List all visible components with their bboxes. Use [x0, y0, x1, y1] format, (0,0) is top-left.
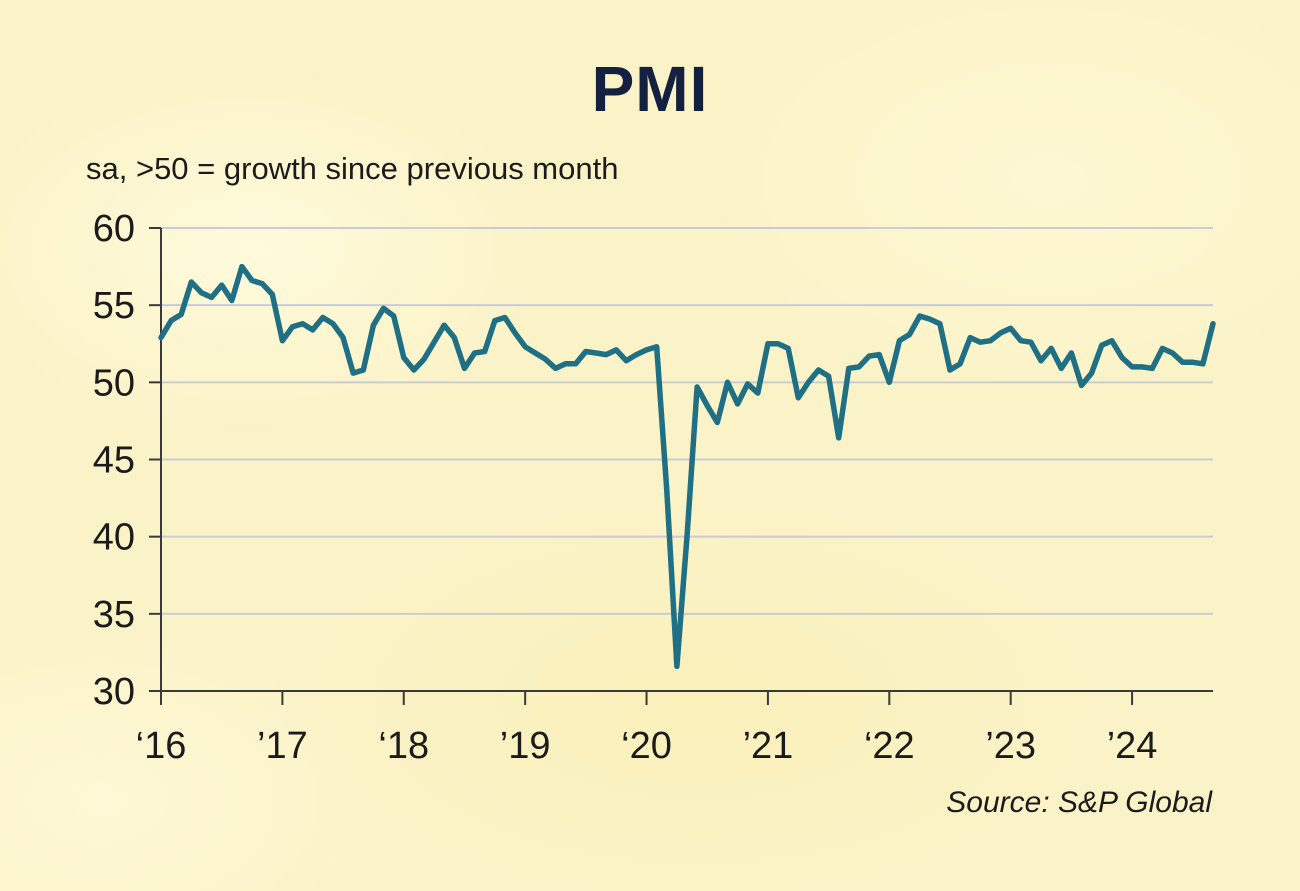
series-group — [158, 263, 1216, 670]
x-tick-label-6: ‘22 — [864, 725, 915, 767]
y-tick-label-35: 35 — [93, 594, 135, 636]
y-tick-label-40: 40 — [93, 517, 135, 559]
x-tick-label-8: ’24 — [1107, 725, 1158, 767]
chart-subtitle: sa, >50 = growth since previous month — [86, 151, 619, 186]
x-tick-label-5: ’21 — [743, 725, 794, 767]
pmi-series-line — [158, 263, 1216, 670]
y-axis-ticks: 30 35 40 45 50 55 60 — [93, 208, 161, 713]
y-tick-label-55: 55 — [93, 285, 135, 327]
y-tick-label-60: 60 — [93, 208, 135, 250]
gridlines — [161, 227, 1213, 615]
y-tick-label-30: 30 — [93, 671, 135, 713]
x-tick-label-2: ‘18 — [378, 725, 429, 767]
x-tick-label-0: ‘16 — [136, 725, 187, 767]
y-tick-label-45: 45 — [93, 440, 135, 482]
chart-title: PMI — [591, 53, 709, 125]
x-axis-ticks: ‘16 ’17 ‘18 ’19 ‘20 ’21 ‘22 ’23 ’24 — [136, 691, 1158, 767]
x-tick-label-1: ’17 — [257, 725, 308, 767]
x-tick-label-4: ‘20 — [621, 725, 672, 767]
x-tick-label-7: ’23 — [985, 725, 1036, 767]
y-tick-label-50: 50 — [93, 362, 135, 404]
x-tick-label-3: ’19 — [500, 725, 551, 767]
axes — [160, 228, 1213, 692]
source-note: Source: S&P Global — [946, 786, 1212, 819]
